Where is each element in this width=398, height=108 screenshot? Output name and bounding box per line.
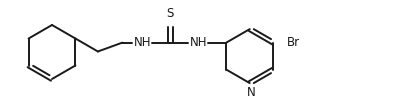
- Text: N: N: [247, 86, 256, 99]
- Text: NH: NH: [189, 36, 207, 49]
- Text: NH: NH: [134, 36, 151, 49]
- Text: S: S: [167, 7, 174, 20]
- Text: Br: Br: [287, 36, 300, 49]
